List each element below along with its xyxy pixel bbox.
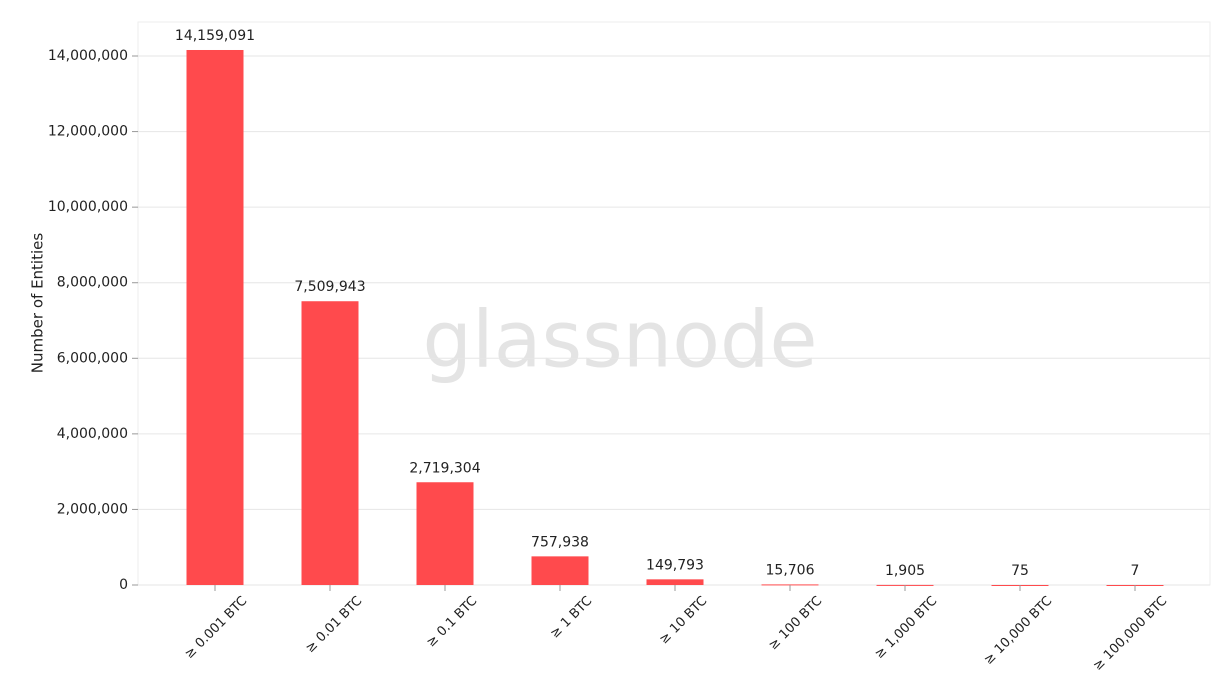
x-tick-label: ≥ 100,000 BTC [1090,594,1170,674]
x-tick-label: ≥ 0.1 BTC [424,594,481,651]
value-label: 15,706 [766,562,815,578]
y-tick-label: 14,000,000 [48,48,128,64]
bar [416,482,474,585]
bar [761,584,819,586]
y-axis-title: Number of Entities [29,233,47,374]
bar [186,49,244,585]
value-label: 14,159,091 [175,28,255,44]
value-label: 7 [1131,563,1140,579]
bar [301,301,359,585]
x-tick-label: ≥ 0.01 BTC [303,594,365,656]
value-label: 7,509,943 [294,279,365,295]
x-tick-label: ≥ 1,000 BTC [872,594,940,662]
y-tick-label: 4,000,000 [57,426,128,442]
value-label: 757,938 [531,534,589,550]
y-tick-label: 8,000,000 [57,275,128,291]
watermark: glassnode [423,295,818,385]
y-tick-label: 2,000,000 [57,501,128,517]
bar [531,556,589,585]
value-label: 75 [1011,563,1029,579]
x-tick-label: ≥ 0.001 BTC [182,594,250,662]
y-tick-label: 10,000,000 [48,199,128,215]
y-tick-label: 12,000,000 [48,124,128,140]
x-tick-label: ≥ 1 BTC [547,594,595,642]
x-tick-label: ≥ 10,000 BTC [981,594,1055,668]
value-label: 149,793 [646,557,704,573]
x-tick-label: ≥ 10 BTC [657,594,711,648]
y-tick-label: 6,000,000 [57,350,128,366]
value-label: 1,905 [885,563,925,579]
value-label: 2,719,304 [409,460,480,476]
bar [646,579,704,585]
x-tick-label: ≥ 100 BTC [766,594,826,654]
y-tick-label: 0 [119,577,128,593]
